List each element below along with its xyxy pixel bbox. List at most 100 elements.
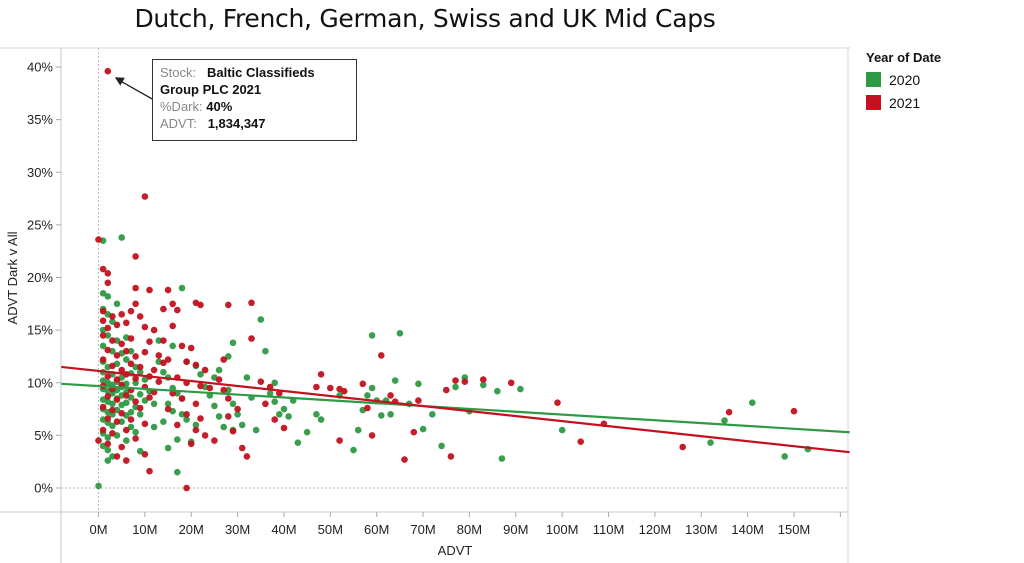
data-point-2021 xyxy=(220,386,227,394)
data-point-2021 xyxy=(118,340,125,348)
data-point-2021 xyxy=(136,363,144,371)
data-point-2021 xyxy=(113,418,121,426)
data-point-2020 xyxy=(354,426,362,434)
data-point-2021 xyxy=(141,323,149,331)
data-point-2020 xyxy=(164,444,172,452)
data-point-2021 xyxy=(183,484,190,492)
data-point-2021 xyxy=(104,373,112,380)
data-point-2020 xyxy=(225,353,232,360)
data-point-2021 xyxy=(113,376,121,383)
data-point-2020 xyxy=(174,436,181,443)
data-point-2021 xyxy=(99,332,107,339)
data-point-2021 xyxy=(257,378,265,386)
data-point-2020 xyxy=(123,437,130,444)
data-point-2021 xyxy=(183,358,190,366)
legend-item-2021[interactable]: 2021 xyxy=(866,91,941,114)
data-point-2020 xyxy=(150,423,158,431)
data-point-2021 xyxy=(104,415,112,422)
data-point-2020 xyxy=(317,416,325,423)
data-point-2020 xyxy=(438,442,445,450)
data-point-2020 xyxy=(294,439,302,447)
data-point-2021 xyxy=(104,346,112,354)
data-point-2020 xyxy=(229,339,237,347)
data-point-2021 xyxy=(679,443,686,451)
data-point-2021 xyxy=(99,265,107,273)
data-point-2020 xyxy=(781,453,788,460)
data-point-2021 xyxy=(118,410,125,417)
data-point-2021 xyxy=(262,400,269,408)
data-point-2020 xyxy=(229,400,237,408)
data-point-2021 xyxy=(225,395,232,402)
data-point-2021 xyxy=(160,359,167,367)
data-point-2020 xyxy=(104,446,112,454)
data-point-2021 xyxy=(234,405,241,413)
data-point-2021 xyxy=(104,270,112,277)
data-point-2020 xyxy=(118,418,125,426)
data-point-2021 xyxy=(201,366,209,374)
x-tick-label: 150M xyxy=(778,522,811,537)
data-point-2020 xyxy=(109,318,116,326)
x-tick-label: 90M xyxy=(503,522,528,537)
data-point-2021 xyxy=(225,301,232,309)
data-point-2020 xyxy=(749,399,756,407)
scatter-points xyxy=(95,67,812,492)
data-point-2021 xyxy=(248,335,255,342)
data-point-2021 xyxy=(280,424,288,432)
legend-label-2020: 2020 xyxy=(889,71,921,88)
data-point-2021 xyxy=(113,321,121,329)
data-point-2021 xyxy=(113,352,121,359)
x-tick-label: 120M xyxy=(639,522,672,537)
data-point-2021 xyxy=(174,421,181,429)
data-point-2020 xyxy=(387,411,394,418)
data-point-2021 xyxy=(220,356,227,363)
data-point-2021 xyxy=(132,300,139,308)
data-point-2021 xyxy=(109,337,116,344)
data-point-2020 xyxy=(558,426,566,434)
data-point-2021 xyxy=(155,378,163,386)
legend-title: Year of Date xyxy=(866,50,942,65)
data-point-2021 xyxy=(169,322,176,330)
data-point-2020 xyxy=(127,423,135,431)
data-point-2020 xyxy=(123,356,130,363)
data-point-2021 xyxy=(415,397,422,404)
data-point-2020 xyxy=(127,408,135,416)
legend-item-2020[interactable]: 2020 xyxy=(866,68,941,91)
data-point-2021 xyxy=(123,392,130,399)
data-point-2021 xyxy=(410,428,418,436)
data-point-2020 xyxy=(452,383,459,391)
data-point-2020 xyxy=(113,300,121,308)
trend-line-2021 xyxy=(61,365,850,454)
data-point-2020 xyxy=(429,411,436,418)
data-point-2021 xyxy=(192,426,200,434)
y-tick-label: 15% xyxy=(27,323,53,338)
data-point-2020 xyxy=(118,234,125,241)
data-point-2020 xyxy=(350,446,357,454)
x-tick-label: 140M xyxy=(731,522,764,537)
data-point-2021 xyxy=(132,253,139,260)
data-point-2021 xyxy=(127,416,135,423)
data-point-2020 xyxy=(480,381,487,389)
data-point-2020 xyxy=(132,428,139,436)
data-point-2020 xyxy=(197,371,204,378)
data-point-2020 xyxy=(368,332,376,339)
data-point-2021 xyxy=(141,348,149,356)
x-tick-label: 100M xyxy=(546,522,579,537)
data-point-2021 xyxy=(141,193,149,200)
data-point-2021 xyxy=(197,382,204,390)
y-axis-title: ADVT Dark v All xyxy=(5,231,20,324)
data-point-2020 xyxy=(234,411,241,418)
data-point-2020 xyxy=(178,284,186,292)
data-point-2021 xyxy=(187,344,195,352)
legend-swatch-2021 xyxy=(866,95,881,110)
data-point-2021 xyxy=(225,413,232,420)
data-point-2021 xyxy=(99,307,107,315)
data-point-2021 xyxy=(178,395,186,402)
data-point-2021 xyxy=(132,435,139,442)
data-point-2021 xyxy=(127,360,135,368)
data-point-2020 xyxy=(174,468,181,476)
tooltip-advt-key: ADVT: xyxy=(160,116,197,131)
data-point-2021 xyxy=(104,67,112,75)
data-point-2021 xyxy=(387,392,394,399)
data-point-2021 xyxy=(109,406,116,414)
y-tick-label: 10% xyxy=(27,375,53,390)
